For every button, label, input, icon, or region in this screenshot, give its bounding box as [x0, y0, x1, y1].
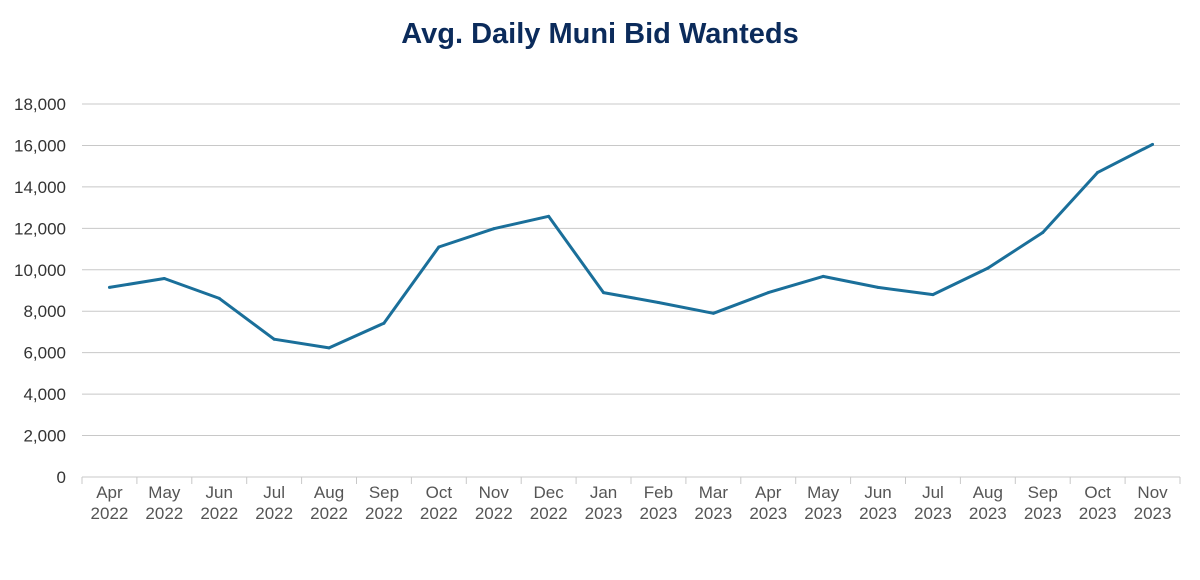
- y-tick-label: 0: [57, 468, 66, 487]
- x-tick-label: Jun 2023: [859, 483, 897, 523]
- y-tick-label: 2,000: [23, 427, 66, 446]
- y-tick-label: 8,000: [23, 302, 66, 321]
- x-tick-label: Oct 2022: [420, 483, 458, 523]
- y-tick-label: 14,000: [14, 178, 66, 197]
- data-point: [821, 274, 825, 278]
- y-tick-label: 4,000: [23, 385, 66, 404]
- x-axis-ticks: Apr 2022 May 2022 Jun 2022 Jul 2022 Aug 2022 Sep 20…: [81, 477, 1181, 523]
- chart-title: Avg. Daily Muni Bid Wanteds: [401, 18, 799, 50]
- data-point: [1096, 170, 1100, 174]
- data-point: [766, 291, 770, 295]
- data-point: [1151, 142, 1155, 146]
- series-line: [109, 143, 1154, 350]
- data-point: [107, 285, 111, 289]
- x-tick-label: Nov 2022: [475, 483, 513, 523]
- x-tick-label: Sep 2022: [365, 483, 403, 523]
- x-tick-label: Oct 2023: [1079, 483, 1117, 523]
- x-tick-label: May 2023: [804, 483, 842, 523]
- x-tick-label: Aug 2023: [969, 483, 1007, 523]
- x-tick-label: Nov 2023: [1134, 483, 1172, 523]
- y-tick-label: 12,000: [14, 219, 66, 238]
- x-tick-label: Sep 2023: [1024, 483, 1062, 523]
- y-tick-label: 6,000: [23, 344, 66, 363]
- x-tick-label: Jul 2022: [255, 483, 293, 523]
- x-tick-label: Jan 2023: [585, 483, 623, 523]
- y-tick-label: 16,000: [14, 136, 66, 155]
- y-tick-label: 18,000: [14, 95, 66, 114]
- data-point: [602, 291, 606, 295]
- x-tick-label: May 2022: [145, 483, 183, 523]
- data-point: [382, 321, 386, 325]
- x-tick-label: Mar 2023: [694, 483, 732, 523]
- data-point: [711, 311, 715, 315]
- x-tick-label: Apr 2022: [91, 483, 129, 523]
- data-point: [547, 214, 551, 218]
- data-point: [327, 346, 331, 350]
- data-point: [986, 266, 990, 270]
- x-tick-label: Aug 2022: [310, 483, 348, 523]
- x-tick-label: Feb 2023: [640, 483, 678, 523]
- data-point: [162, 276, 166, 280]
- x-tick-label: Dec 2022: [530, 483, 568, 523]
- y-tick-label: 10,000: [14, 261, 66, 280]
- x-tick-label: Jun 2022: [200, 483, 238, 523]
- data-point: [876, 285, 880, 289]
- x-tick-label: Apr 2023: [749, 483, 787, 523]
- gridlines: [82, 103, 1180, 478]
- y-axis-ticks: 0 2,000 4,000 6,000 8,000 10,000 12,000 14,000 1…: [14, 95, 66, 487]
- data-point: [492, 227, 496, 231]
- data-point: [437, 245, 441, 249]
- data-point: [272, 337, 276, 341]
- data-point: [1041, 230, 1045, 234]
- data-point: [656, 301, 660, 305]
- data-point: [931, 293, 935, 297]
- series-group: [107, 142, 1155, 350]
- x-tick-label: Jul 2023: [914, 483, 952, 523]
- data-point: [217, 296, 221, 300]
